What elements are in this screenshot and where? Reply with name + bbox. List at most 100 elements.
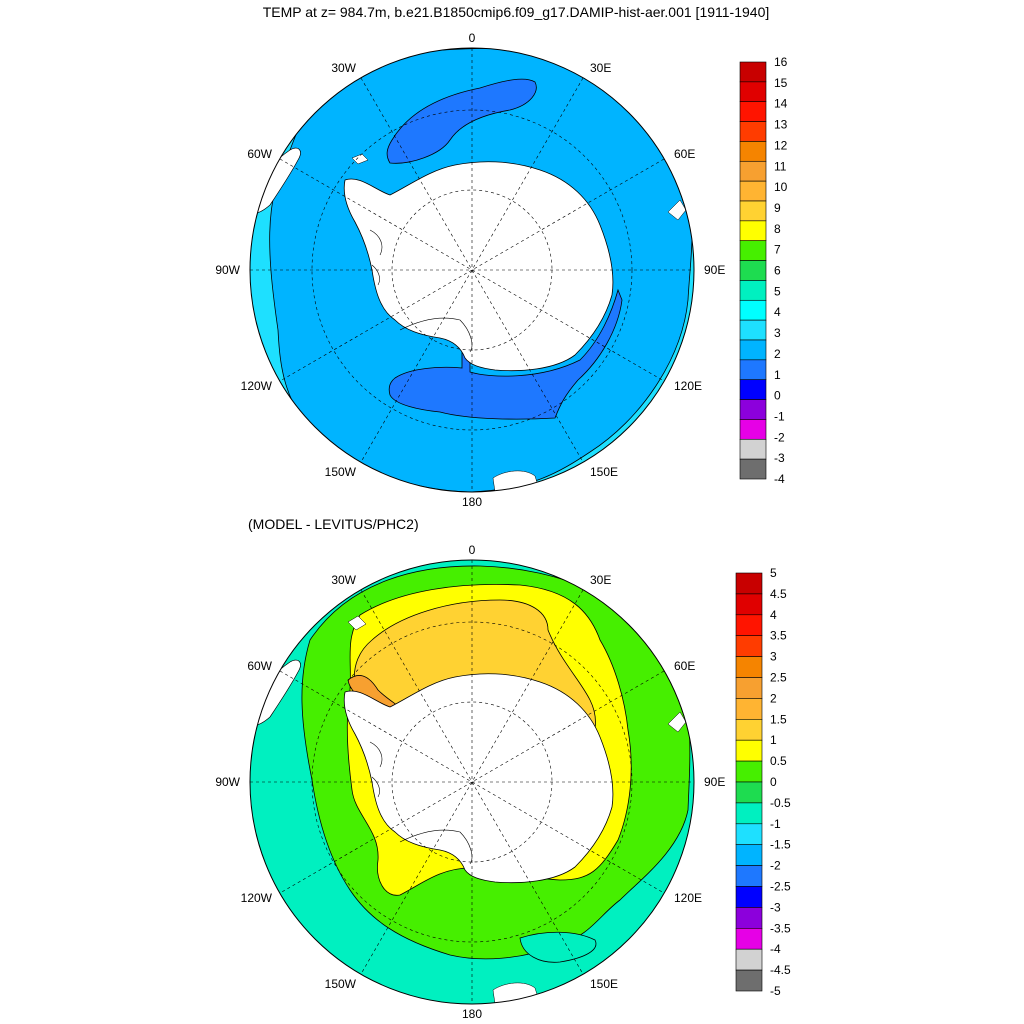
colorbar-swatch <box>735 948 763 971</box>
colorbar-swatch <box>735 635 763 657</box>
colorbar-swatch <box>735 844 763 866</box>
colorbar-tick-label: 0.5 <box>770 754 787 768</box>
colorbar-tick-label: -2 <box>774 430 785 444</box>
colorbar-swatch <box>739 339 767 361</box>
colorbar-swatch <box>735 593 763 616</box>
colorbar-tick-label: -1 <box>774 409 785 423</box>
colorbar-tick-label: -3.5 <box>770 921 791 935</box>
lon-label-30w: 30W <box>331 61 356 75</box>
colorbar-tick-label: -4 <box>774 472 785 486</box>
colorbar-swatch <box>739 101 767 122</box>
colorbar-tick-label: 2.5 <box>770 671 787 685</box>
colorbar-swatch <box>735 907 763 929</box>
lon-label-30e: 30E <box>590 573 611 587</box>
colorbar-tick-label: 0 <box>770 775 777 789</box>
colorbar-tick-label: 4.5 <box>770 587 787 601</box>
colorbar-swatch <box>735 865 763 887</box>
lon-label-60w: 60W <box>247 147 272 161</box>
colorbar-swatch <box>739 61 767 83</box>
colorbar-swatch <box>735 886 763 908</box>
map-1-cold-patch-north <box>386 78 537 164</box>
lon-label-90e: 90E <box>704 263 725 277</box>
lon-label-180: 180 <box>462 495 482 509</box>
colorbar-swatch <box>739 81 767 103</box>
colorbar-tick-label: -3 <box>774 451 785 465</box>
colorbar-swatch <box>735 823 763 845</box>
colorbar-tick-label: 5 <box>774 284 781 298</box>
colorbar-tick-label: -5 <box>770 984 781 998</box>
colorbar-tick-label: 3.5 <box>770 629 787 643</box>
colorbar-swatch <box>735 802 763 825</box>
colorbar-swatch <box>739 240 767 261</box>
colorbar-swatch <box>739 399 767 420</box>
colorbar-tick-label: 13 <box>774 118 788 132</box>
colorbar-swatch <box>735 698 763 720</box>
colorbar-swatch <box>735 718 763 741</box>
colorbar-tick-label: 1 <box>770 733 777 747</box>
map-1-graticule <box>250 48 694 492</box>
lon-label-150e: 150E <box>590 977 618 991</box>
colorbar-swatch <box>735 927 763 950</box>
colorbar-swatch <box>735 781 763 804</box>
lon-label-120w: 120W <box>241 891 273 905</box>
colorbar-swatch <box>739 121 767 142</box>
panel-2: (MODEL - LEVITUS/PHC2) <box>215 516 791 1021</box>
colorbar-tick-label: 10 <box>774 180 788 194</box>
map-2-negative-patch <box>519 931 597 963</box>
lon-label-60e: 60E <box>674 147 695 161</box>
lon-label-0: 0 <box>469 543 476 557</box>
colorbar-swatch <box>739 160 767 182</box>
lon-label-120e: 120E <box>674 379 702 393</box>
colorbar-tick-label: 5 <box>770 566 777 580</box>
lon-label-30e: 30E <box>590 61 611 75</box>
colorbar-tick-label: -4.5 <box>770 963 791 977</box>
colorbar-tick-label: -3 <box>770 900 781 914</box>
colorbar-swatch <box>739 419 767 440</box>
colorbar-swatch <box>735 760 763 783</box>
colorbar-tick-label: 2 <box>774 347 781 361</box>
map-2-border <box>249 559 695 1005</box>
colorbar-swatch <box>739 438 767 460</box>
colorbar-swatch <box>735 677 763 699</box>
colorbar-swatch <box>739 319 767 341</box>
lon-label-60e: 60E <box>674 659 695 673</box>
colorbar-tick-label: 14 <box>774 97 788 111</box>
lon-label-60w: 60W <box>247 659 272 673</box>
lon-label-30w: 30W <box>331 573 356 587</box>
map-1-antarctica <box>343 161 614 372</box>
colorbar-tick-label: 1 <box>774 368 781 382</box>
colorbar-tick-label: 8 <box>774 222 781 236</box>
lon-label-150e: 150E <box>590 465 618 479</box>
panel-1-title: TEMP at z= 984.7m, b.e21.B1850cmip6.f09_… <box>263 4 770 20</box>
panel-1: TEMP at z= 984.7m, b.e21.B1850cmip6.f09_… <box>215 4 787 509</box>
lon-label-150w: 150W <box>325 977 357 991</box>
colorbar-tick-label: 15 <box>774 76 788 90</box>
colorbar-tick-label: -1.5 <box>770 838 791 852</box>
colorbar-tick-label: 16 <box>774 55 788 69</box>
map-1-cold-patch-south <box>388 288 623 420</box>
colorbar-swatch <box>735 614 763 636</box>
colorbar-tick-label: -2.5 <box>770 880 791 894</box>
lon-label-120e: 120E <box>674 891 702 905</box>
colorbar-swatch <box>735 969 763 992</box>
colorbar-tick-label: 9 <box>774 201 781 215</box>
map-2: 0 30E 60E 90E 120E 150E 180 150W 120W 90… <box>215 543 725 1021</box>
map-1-border <box>249 47 695 493</box>
colorbar-swatch <box>739 220 767 242</box>
colorbar-tick-label: -0.5 <box>770 796 791 810</box>
colorbar-tick-label: 12 <box>774 138 788 152</box>
map-2-graticule <box>250 560 694 1004</box>
map-1: 0 30E 60E 90E 120E 150E 180 150W 120W 90… <box>215 31 725 509</box>
colorbar-swatch <box>739 180 767 202</box>
panel-2-title: (MODEL - LEVITUS/PHC2) <box>248 516 419 532</box>
colorbar-tick-label: 3 <box>770 650 777 664</box>
lon-label-90e: 90E <box>704 775 725 789</box>
map-2-longitude-labels: 0 30E 60E 90E 120E 150E 180 150W 120W 90… <box>215 543 725 1021</box>
colorbar-tick-label: 7 <box>774 243 781 257</box>
map-2-antarctica <box>343 673 614 884</box>
colorbar-swatch <box>735 739 763 762</box>
colorbar-tick-label: -1 <box>770 817 781 831</box>
colorbar-tick-label: 11 <box>774 159 787 173</box>
colorbar-swatch <box>739 379 767 400</box>
